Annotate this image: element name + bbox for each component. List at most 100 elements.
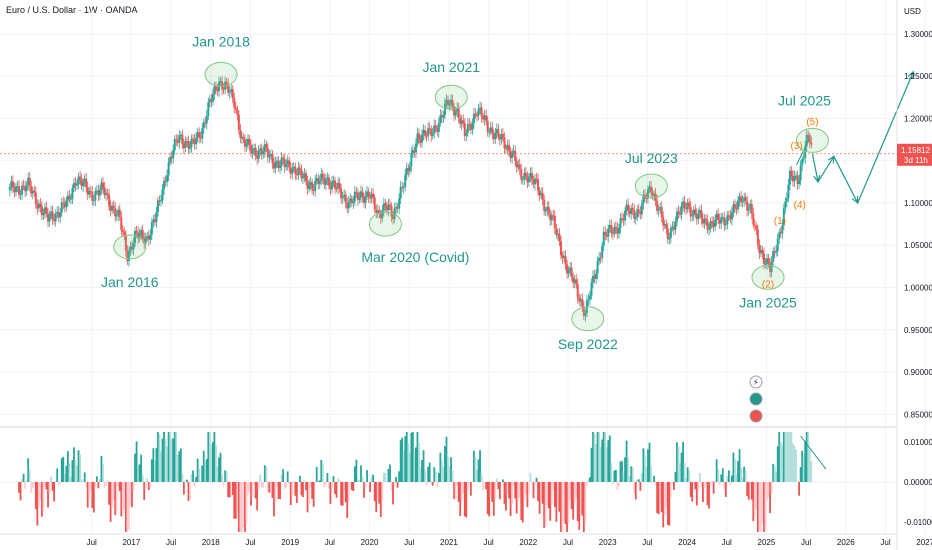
candle — [231, 84, 234, 104]
candle-body — [443, 103, 446, 115]
candle-body — [445, 100, 448, 104]
candle-body — [733, 204, 736, 208]
candle-body — [552, 215, 555, 217]
candle-body — [179, 134, 182, 136]
candle-body — [709, 221, 712, 229]
oscillator-bar — [590, 447, 593, 482]
candle-body — [31, 190, 34, 194]
oscillator-bar — [790, 432, 793, 482]
oscillator-bar — [489, 482, 492, 498]
oscillator-bar — [506, 482, 509, 494]
candle — [512, 145, 515, 157]
oscillator-bar — [508, 482, 510, 499]
candle-body — [659, 207, 662, 210]
oscillator-bar — [755, 482, 758, 510]
oscillator-bar — [709, 482, 712, 486]
oscillator-bar — [560, 482, 562, 532]
oscillator-bar — [283, 482, 286, 489]
candle-body — [33, 190, 36, 193]
oscillator-bar — [627, 457, 630, 482]
candle-body — [295, 174, 298, 176]
annotation-ellipse — [368, 211, 402, 237]
candle-body — [169, 157, 172, 162]
annotation-label: Jul 2023 — [625, 150, 678, 166]
candle — [694, 204, 697, 218]
candle — [286, 155, 289, 171]
candle-body — [314, 180, 317, 191]
candle-body — [300, 169, 303, 179]
candle-body — [561, 255, 564, 259]
annotation-ellipse — [571, 306, 605, 332]
candle-body — [253, 147, 256, 151]
oscillator-bar — [805, 432, 808, 482]
candle-body — [700, 210, 703, 219]
oscillator-bar — [378, 482, 381, 504]
annotation-ellipse — [204, 61, 238, 87]
candle — [398, 192, 401, 214]
oscillator-bar — [396, 482, 399, 488]
candle — [799, 160, 802, 186]
candle — [19, 189, 22, 200]
oscillator-bar — [732, 452, 735, 482]
candle — [320, 168, 323, 186]
candle — [668, 232, 671, 245]
candle-body — [214, 86, 217, 90]
oscillator-bar — [761, 482, 764, 524]
candle — [91, 185, 94, 206]
flag-event-icon[interactable] — [749, 409, 763, 423]
candle — [366, 186, 369, 200]
candle — [254, 143, 257, 161]
candle — [146, 231, 149, 242]
candle-body — [98, 189, 101, 196]
candle-body — [675, 211, 678, 222]
oscillator-bar — [260, 482, 263, 488]
time-tick-label: 2020 — [361, 538, 379, 547]
candle-body — [451, 100, 454, 107]
oscillator-bar — [750, 482, 753, 500]
candle-body — [601, 245, 604, 258]
candle-body — [22, 185, 25, 187]
candle-body — [268, 155, 271, 158]
event-dot-icon[interactable] — [749, 392, 763, 406]
event-icons[interactable]: ⚡ — [749, 375, 763, 423]
candle-body — [795, 175, 798, 177]
candle-body — [291, 168, 294, 174]
oscillator-bar — [338, 480, 341, 482]
oscillator-bar — [705, 482, 707, 484]
candle-body — [245, 144, 248, 147]
lightning-icon[interactable] — [749, 375, 763, 389]
oscillator-bar — [779, 442, 782, 482]
oscillator-bar — [673, 482, 675, 490]
candle — [112, 200, 115, 214]
oscillator-bar — [291, 482, 294, 496]
candle-body — [213, 86, 216, 95]
candle — [98, 185, 101, 201]
candle — [483, 109, 486, 126]
candle-body — [714, 219, 717, 227]
oscillator-bar — [28, 470, 31, 482]
oscillator-bar — [57, 482, 60, 486]
candle-body — [440, 115, 443, 118]
last-price: 1.15812 — [901, 146, 930, 155]
candle-body — [395, 206, 398, 209]
oscillator-bar — [153, 460, 156, 482]
candle-body — [648, 186, 651, 189]
candle-body — [106, 193, 109, 195]
candle — [773, 246, 776, 259]
oscillator-bar — [234, 482, 237, 519]
candle — [743, 192, 746, 207]
oscillator-bar — [440, 460, 443, 482]
candle-body — [489, 127, 492, 132]
candle — [245, 138, 248, 152]
oscillator-bar — [63, 473, 66, 482]
candle — [285, 158, 288, 171]
oscillator-bar — [254, 482, 257, 499]
candle-body — [546, 206, 549, 211]
candle-body — [645, 198, 648, 200]
candle — [500, 128, 503, 145]
candle-body — [243, 139, 246, 147]
annotation: Mar 2020 (Covid) — [361, 211, 469, 265]
candle-body — [201, 128, 204, 139]
candle-body — [343, 194, 346, 198]
